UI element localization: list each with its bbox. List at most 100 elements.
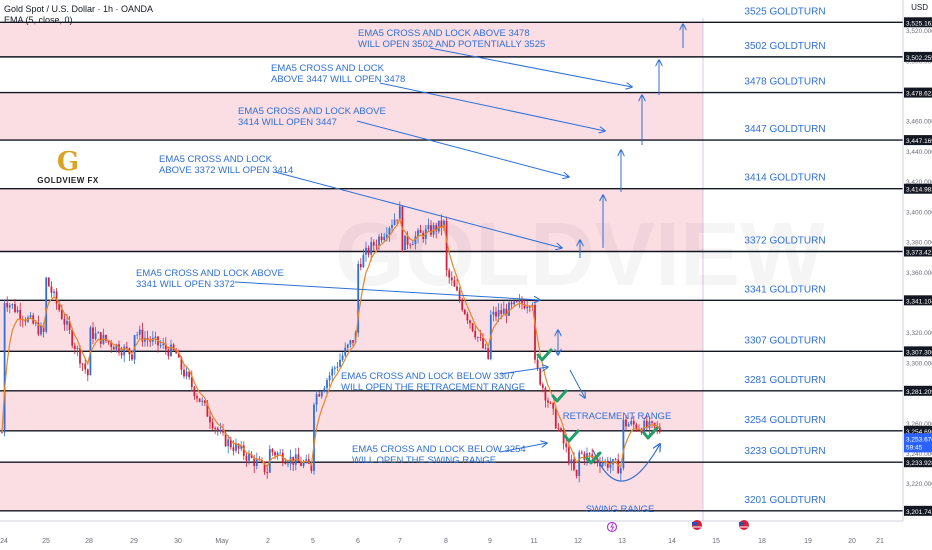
candle-body	[518, 300, 521, 302]
price-marker-text: 3,447.169	[906, 138, 932, 145]
candle-body	[583, 453, 586, 461]
candle-body	[380, 236, 383, 241]
candle-body	[211, 422, 214, 429]
candle-body	[471, 323, 474, 331]
candle-body	[84, 363, 87, 370]
candle-body	[388, 228, 391, 235]
candle-body	[29, 315, 32, 318]
candle-body	[435, 225, 438, 232]
candle-body	[375, 245, 378, 247]
zone-band-right	[703, 300, 903, 352]
candle-body	[645, 420, 648, 428]
candle-body	[164, 343, 167, 350]
candle-body	[8, 305, 11, 308]
candle-body	[474, 330, 477, 338]
price-marker-text: 3,373.422	[906, 249, 932, 256]
candle-body	[601, 462, 604, 467]
candle-body	[188, 371, 191, 378]
price-marker-box	[904, 385, 932, 396]
time-tick-label: 7	[398, 538, 402, 545]
candle-body	[66, 320, 68, 325]
swing-range-label: SWING RANGE	[586, 504, 655, 515]
candle-body	[391, 224, 393, 229]
candle-body	[79, 347, 81, 364]
candle-body	[6, 302, 9, 308]
goldturn-level-label: 3447 GOLDTURN	[744, 124, 825, 135]
axis-currency-label: USD	[911, 3, 928, 12]
goldturn-level-label: 3233 GOLDTURN	[744, 446, 825, 457]
time-tick-label: 30	[174, 538, 182, 545]
candle-body	[162, 343, 165, 346]
candle-body	[523, 304, 526, 309]
candle-body	[635, 424, 638, 430]
goldturn-level-label: 3478 GOLDTURN	[744, 77, 825, 88]
zone-band-right	[703, 22, 903, 57]
candle-body	[258, 459, 261, 461]
annotation-arrow	[274, 171, 562, 248]
price-tick-label: 3,220.000	[906, 481, 932, 488]
candle-body	[47, 277, 50, 287]
candle-body	[287, 463, 289, 465]
candle-body	[45, 277, 48, 332]
candle-body	[630, 420, 633, 425]
candle-body	[203, 400, 206, 403]
candle-body	[336, 366, 339, 368]
candle-body	[201, 400, 204, 402]
candle-body	[560, 428, 562, 431]
candle-body	[393, 219, 396, 225]
candle-body	[632, 420, 635, 425]
annotation-arrow	[499, 443, 547, 453]
candle-body	[266, 472, 269, 473]
candle-body	[99, 332, 102, 344]
candle-body	[484, 347, 487, 349]
annotation-text: 3341 WILL OPEN 3372	[136, 279, 235, 290]
price-tick-label: 3,440.000	[906, 149, 932, 156]
zone-band	[0, 188, 703, 252]
candle-body	[206, 402, 209, 417]
candle-body	[544, 387, 547, 401]
current-price-box[interactable]	[904, 433, 932, 453]
candle-body	[63, 318, 66, 325]
annotation-text: EMA5 CROSS AND LOCK	[271, 63, 385, 74]
candle-body	[463, 309, 466, 314]
candle-body	[240, 445, 243, 449]
candle-body	[528, 306, 531, 308]
candle-body	[318, 394, 321, 397]
price-marker-box	[904, 457, 932, 468]
candle-body	[3, 302, 6, 433]
candle-body	[224, 432, 227, 447]
symbol-title[interactable]: Gold Spot / U.S. Dollar · 1h · OANDA	[4, 4, 154, 14]
candle-body	[349, 340, 352, 345]
price-marker-box	[904, 51, 932, 62]
candle-body	[250, 454, 253, 458]
candle-body	[505, 308, 508, 316]
annotation-arrow	[499, 367, 548, 375]
candle-body	[383, 236, 386, 241]
candle-body	[94, 333, 97, 339]
candle-body	[346, 344, 349, 348]
candle-body	[492, 311, 495, 315]
zone-band-right	[703, 390, 903, 431]
price-marker-box	[904, 425, 932, 436]
candle-body	[409, 244, 412, 246]
candle-body	[411, 244, 414, 246]
indicator-legend[interactable]: EMA (5, close, 0)	[4, 15, 73, 25]
annotation-text: EMA5 CROSS AND LOCK ABOVE 3478	[358, 28, 530, 39]
candle-body	[362, 254, 365, 268]
candle-body	[81, 363, 84, 365]
candle-body	[58, 303, 61, 311]
candle-body	[570, 459, 573, 464]
goldview-logo: G GOLDVIEW FX	[36, 148, 100, 185]
candle-body	[320, 391, 323, 397]
goldturn-level-label: 3281 GOLDTURN	[744, 375, 825, 386]
price-marker-box	[904, 505, 932, 516]
candle-body	[24, 320, 27, 322]
time-tick-label: 13	[618, 538, 626, 545]
retracement-range-label: RETRACEMENT RANGE	[563, 411, 672, 422]
candle-body	[279, 452, 282, 454]
price-marker-box	[904, 183, 932, 194]
candle-body	[385, 234, 388, 237]
candle-body	[575, 469, 578, 476]
price-marker-box	[904, 135, 932, 146]
